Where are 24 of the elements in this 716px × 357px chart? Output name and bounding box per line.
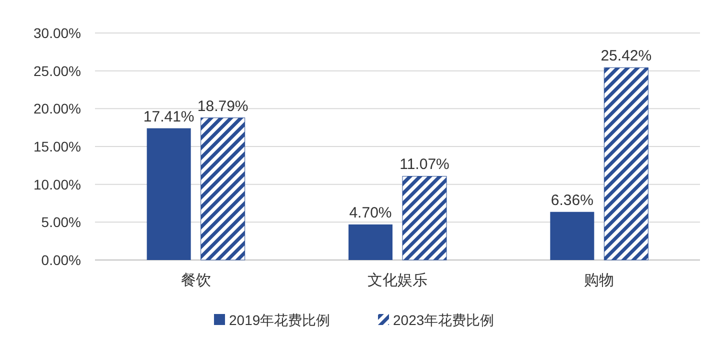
y-tick-label: 5.00% [41,214,81,230]
bar [402,176,447,260]
y-tick-label: 10.00% [34,176,81,192]
x-tick-label: 餐饮 [180,272,211,289]
bar [146,128,191,260]
data-label: 18.79% [197,98,248,115]
data-label: 11.07% [400,156,450,174]
bar [348,224,392,260]
y-tick-label: 25.00% [34,62,81,79]
bar [550,212,594,260]
x-tick-label: 文化娱乐 [368,272,428,289]
data-label: 17.41% [143,108,194,126]
legend-label: 2023年花费比例 [393,312,494,328]
data-label: 25.42% [600,48,652,65]
y-tick-label: 30.00% [34,25,81,41]
data-label: 6.36% [550,192,594,209]
bar [200,118,246,260]
y-tick-label: 0.00% [41,252,81,268]
legend-label: 2019年花费比例 [229,312,330,328]
data-label: 4.70% [349,204,392,222]
bar [604,67,648,260]
x-tick-label: 购物 [584,272,614,289]
y-tick-label: 20.00% [34,100,81,117]
y-tick-label: 15.00% [34,138,81,154]
